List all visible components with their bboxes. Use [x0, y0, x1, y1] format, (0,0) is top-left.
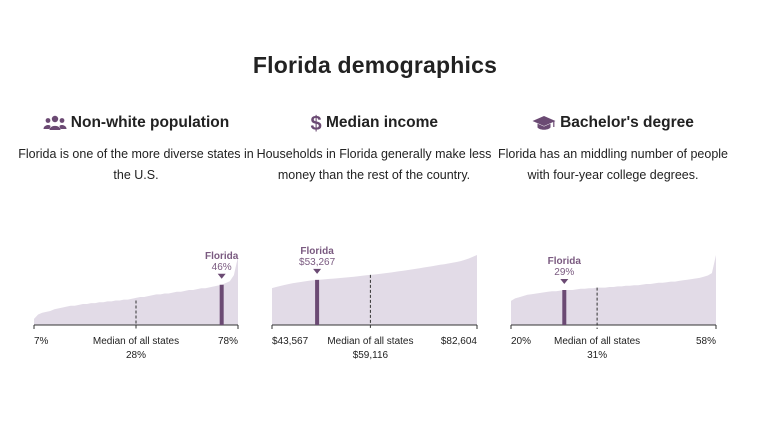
florida-marker	[217, 273, 226, 279]
florida-bar	[219, 284, 224, 325]
distribution-area	[511, 255, 716, 325]
min-label: 7%	[34, 336, 49, 347]
florida-marker	[313, 268, 322, 274]
graduation-cap-icon	[532, 115, 556, 131]
min-label: $43,567	[272, 336, 309, 347]
florida-label: Florida	[548, 256, 582, 267]
panel-description: Florida is one of the more diverse state…	[18, 147, 254, 182]
median-value-label: 31%	[587, 350, 607, 361]
panel-heading: Non-white population	[13, 110, 259, 136]
florida-label: Florida	[300, 246, 334, 257]
florida-value-label: 46%	[212, 262, 232, 273]
florida-value-label: 29%	[554, 267, 574, 278]
median-label: Median of all states	[93, 336, 179, 347]
panel-median-income: $ Median income Households in Florida ge…	[251, 110, 497, 186]
page-title: Florida demographics	[252, 52, 498, 78]
florida-value-label: $53,267	[299, 257, 336, 268]
panel-non-white: Non-white population Florida is one of t…	[13, 110, 259, 186]
max-label: 78%	[218, 336, 238, 347]
median-label: Median of all states	[554, 336, 640, 347]
panel-title: Non-white population	[70, 114, 230, 131]
panel-title: Median income	[326, 114, 438, 131]
median-value-label: $59,116	[353, 350, 389, 361]
distribution-area	[272, 255, 477, 325]
max-label: $82,604	[441, 336, 478, 347]
dollar-icon: $	[310, 113, 322, 133]
florida-marker	[560, 279, 569, 284]
florida-label: Florida	[205, 251, 239, 262]
panel-description: Florida has an middling number of people…	[498, 147, 728, 182]
people-icon	[43, 115, 67, 131]
panel-description: Households in Florida generally make les…	[256, 147, 492, 182]
panel-heading: Bachelor's degree	[490, 110, 736, 136]
min-label: 20%	[511, 336, 531, 347]
panel-title: Bachelor's degree	[560, 114, 694, 131]
distribution-area	[34, 256, 238, 325]
panel-heading: $ Median income	[251, 110, 497, 136]
florida-bar	[315, 279, 320, 325]
florida-bar	[562, 290, 567, 325]
median-label: Median of all states	[327, 336, 413, 347]
panel-bachelors: Bachelor's degree Florida has an middlin…	[490, 110, 736, 186]
max-label: 58%	[696, 336, 716, 347]
median-value-label: 28%	[126, 350, 146, 361]
svg-text:$: $	[310, 113, 321, 133]
